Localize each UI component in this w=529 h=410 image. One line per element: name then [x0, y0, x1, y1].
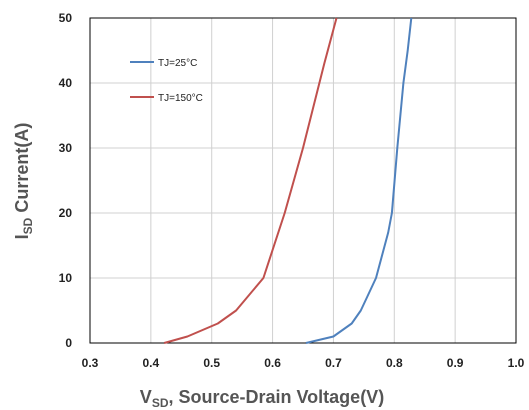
- x-tick-label: 0.5: [203, 356, 220, 370]
- x-tick-label: 1.0: [508, 356, 525, 370]
- legend-label: TJ=150°C: [158, 93, 203, 104]
- x-axis-title: VSD, Source-Drain Voltage(V): [140, 387, 384, 410]
- x-axis-title-main: V: [140, 387, 152, 407]
- y-axis-title: ISD Current(A): [12, 123, 35, 240]
- legend-label: TJ=25°C: [158, 58, 197, 69]
- x-tick-label: 0.9: [447, 356, 464, 370]
- y-tick-label: 20: [59, 206, 73, 220]
- y-axis-title-sub: SD: [21, 217, 35, 234]
- series-line-tj25: [305, 17, 413, 344]
- series-layer: [163, 17, 413, 344]
- x-tick-label: 0.6: [264, 356, 281, 370]
- y-tick-label: 40: [59, 76, 73, 90]
- x-tick-label: 0.4: [143, 356, 160, 370]
- y-tick-label: 10: [59, 271, 73, 285]
- y-axis-title-rest: Current(A): [12, 123, 32, 218]
- y-tick-label: 50: [59, 11, 73, 25]
- x-axis-title-rest: , Source-Drain Voltage(V): [168, 387, 384, 407]
- x-tick-label: 0.7: [325, 356, 342, 370]
- y-tick-label: 0: [65, 336, 72, 350]
- plot-area: [89, 17, 517, 344]
- grid: [90, 18, 516, 343]
- x-tick-label: 0.8: [386, 356, 403, 370]
- x-axis-title-sub: SD: [152, 396, 169, 410]
- series-line-tj150: [163, 17, 338, 344]
- y-tick-label: 30: [59, 141, 73, 155]
- tick-labels: 0.3 0.4 0.5 0.6 0.7 0.8 0.9 1.0 0 10 20 30 40 50: [59, 11, 525, 370]
- legend: TJ=25°C TJ=150°C: [130, 58, 203, 104]
- x-tick-label: 0.3: [82, 356, 99, 370]
- y-axis-title-main: I: [12, 234, 32, 239]
